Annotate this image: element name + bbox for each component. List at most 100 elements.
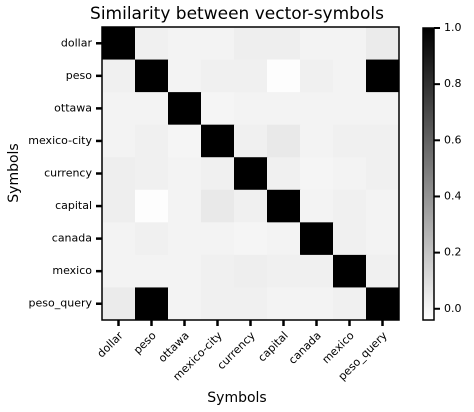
x-tick-label: canada xyxy=(286,329,324,367)
heatmap-cell xyxy=(168,124,202,158)
y-tick-label: peso xyxy=(66,69,92,82)
heatmap-cell xyxy=(300,222,334,256)
heatmap-cell xyxy=(102,92,136,126)
heatmap-cell xyxy=(102,157,136,191)
colorbar xyxy=(422,27,435,321)
heatmap-cell xyxy=(333,124,367,158)
x-tick-label: capital xyxy=(255,329,290,364)
heatmap-cell xyxy=(333,27,367,61)
y-tick-label: mexico-city xyxy=(28,134,92,147)
heatmap-cell xyxy=(333,157,367,191)
heatmap-cell xyxy=(300,59,334,93)
heatmap-cell xyxy=(135,287,169,321)
heatmap-cell xyxy=(201,92,235,126)
heatmap-cell xyxy=(201,222,235,256)
heatmap-cell xyxy=(333,287,367,321)
heatmap-cell xyxy=(267,59,301,93)
heatmap-cell xyxy=(135,124,169,158)
heatmap-cell xyxy=(366,27,400,61)
heatmap-cell xyxy=(168,189,202,223)
heatmap-cell xyxy=(102,27,136,61)
heatmap-cell xyxy=(333,92,367,126)
heatmap-cell xyxy=(267,124,301,158)
y-tick-label: ottawa xyxy=(54,101,92,114)
heatmap-cell xyxy=(300,254,334,288)
x-tick-label: peso xyxy=(131,329,159,357)
heatmap-cell xyxy=(366,287,400,321)
heatmap-cell xyxy=(234,254,268,288)
heatmap-cell xyxy=(300,27,334,61)
heatmap-cell xyxy=(135,59,169,93)
heatmap-cell xyxy=(366,92,400,126)
y-tick-label: mexico xyxy=(52,264,92,277)
heatmap-cell xyxy=(168,59,202,93)
heatmap-cell xyxy=(300,287,334,321)
heatmap-cell xyxy=(201,157,235,191)
heatmap-cell xyxy=(267,189,301,223)
x-tick-label: dollar xyxy=(95,329,127,361)
heatmap-cell xyxy=(135,92,169,126)
heatmap-cell xyxy=(234,59,268,93)
colorbar-tick-label: 0.2 xyxy=(444,246,462,259)
heatmap-cell xyxy=(135,222,169,256)
heatmap-cell xyxy=(135,254,169,288)
heatmap-cell xyxy=(201,27,235,61)
colorbar-tick-label: 0.0 xyxy=(444,302,462,315)
heatmap-cell xyxy=(135,27,169,61)
heatmap-cell xyxy=(366,124,400,158)
heatmap-cell xyxy=(201,124,235,158)
colorbar-tick-label: 0.8 xyxy=(444,77,462,90)
heatmap-cell xyxy=(300,92,334,126)
heatmap-cell xyxy=(168,157,202,191)
heatmap-cell xyxy=(366,59,400,93)
heatmap-cell xyxy=(333,189,367,223)
heatmap-cell xyxy=(333,59,367,93)
heatmap-cell xyxy=(102,222,136,256)
colorbar-tick-label: 0.6 xyxy=(444,133,462,146)
heatmap-cell xyxy=(102,287,136,321)
heatmap-cell xyxy=(366,189,400,223)
heatmap-cell xyxy=(234,222,268,256)
heatmap-cell xyxy=(168,222,202,256)
heatmap-cell xyxy=(300,157,334,191)
heatmap-cell xyxy=(102,59,136,93)
colorbar-tick-label: 0.4 xyxy=(444,189,462,202)
heatmap-cell xyxy=(267,287,301,321)
y-tick-label: canada xyxy=(52,232,92,245)
heatmap-cell xyxy=(333,254,367,288)
heatmap-cell xyxy=(366,222,400,256)
heatmap-cell xyxy=(201,287,235,321)
x-axis-label: Symbols xyxy=(207,390,266,406)
heatmap-cell xyxy=(234,124,268,158)
heatmap-cell xyxy=(201,59,235,93)
heatmap-cell xyxy=(234,189,268,223)
heatmap-cell xyxy=(168,27,202,61)
heatmap-cell xyxy=(366,157,400,191)
heatmap-cell xyxy=(201,254,235,288)
y-tick-label: dollar xyxy=(61,36,93,49)
colorbar-tick-label: 1.0 xyxy=(444,21,462,34)
heatmap-cell xyxy=(267,254,301,288)
heatmap-cell xyxy=(300,189,334,223)
heatmap-cell xyxy=(135,157,169,191)
heatmap-cell xyxy=(300,124,334,158)
heatmap-cell xyxy=(333,222,367,256)
heatmap-cell xyxy=(102,189,136,223)
heatmap-cell xyxy=(267,157,301,191)
heatmap-cell xyxy=(168,254,202,288)
heatmap-cell xyxy=(267,92,301,126)
heatmap-cell xyxy=(135,189,169,223)
y-axis-label: Symbols xyxy=(6,143,22,202)
heatmap-cell xyxy=(168,287,202,321)
heatmap-cell xyxy=(102,254,136,288)
y-tick-label: peso_query xyxy=(29,297,93,310)
heatmap-cell xyxy=(234,92,268,126)
chart-title: Similarity between vector-symbols xyxy=(90,4,384,24)
heatmap-cell xyxy=(366,254,400,288)
y-tick-label: capital xyxy=(55,199,92,212)
heatmap-cell xyxy=(201,189,235,223)
heatmap-cell xyxy=(234,157,268,191)
heatmap-cell xyxy=(102,124,136,158)
heatmap-cell xyxy=(267,27,301,61)
heatmap-cell xyxy=(234,27,268,61)
